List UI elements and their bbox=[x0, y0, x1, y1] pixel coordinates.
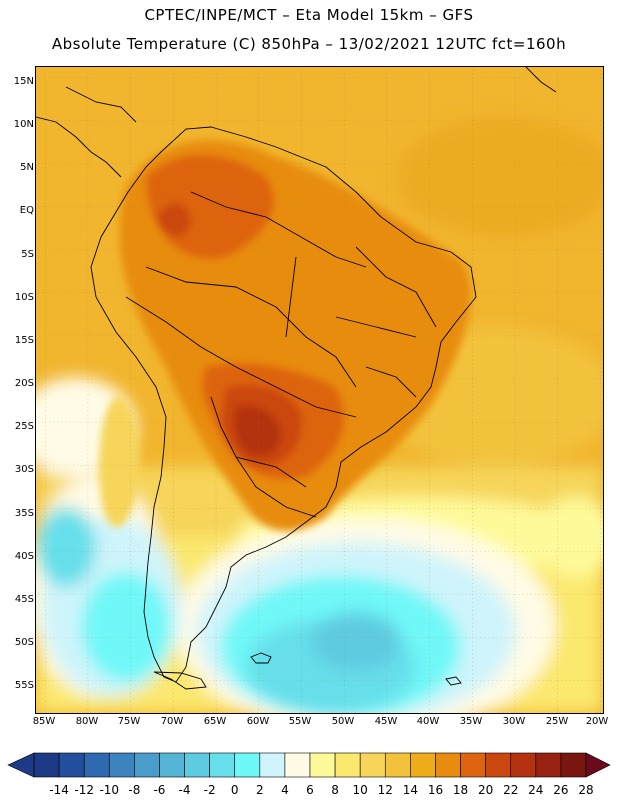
colorbar-cells bbox=[33, 752, 587, 778]
colorbar-cell bbox=[33, 752, 60, 778]
lon-label: 65W bbox=[203, 716, 227, 727]
lon-label: 50W bbox=[331, 716, 355, 727]
colorbar-svg bbox=[7, 752, 611, 778]
lat-label: 35S bbox=[14, 508, 34, 519]
colorbar-cell bbox=[560, 752, 587, 778]
colorbar-cell bbox=[410, 752, 436, 778]
lat-label: 5N bbox=[20, 162, 34, 173]
colorbar-cell bbox=[108, 752, 135, 778]
lon-label: 70W bbox=[160, 716, 184, 727]
lon-label: 40W bbox=[416, 716, 440, 727]
colorbar-min-arrow bbox=[7, 752, 35, 778]
lon-label: 45W bbox=[374, 716, 398, 727]
latlon-grid bbox=[36, 67, 603, 713]
lat-label: 10N bbox=[13, 119, 34, 130]
colorbar-tick-label: -14 bbox=[49, 783, 69, 797]
lat-label: EQ bbox=[19, 205, 34, 216]
colorbar-cell bbox=[384, 752, 411, 778]
lon-label: 80W bbox=[75, 716, 99, 727]
colorbar-cell bbox=[535, 752, 562, 778]
colorbar-tick-label: -4 bbox=[178, 783, 191, 797]
colorbar bbox=[0, 748, 618, 782]
colorbar-tick-label: 12 bbox=[377, 783, 393, 797]
colorbar-tick-label: 22 bbox=[503, 783, 519, 797]
colorbar-tick-label: 24 bbox=[528, 783, 544, 797]
colorbar-cell bbox=[259, 752, 286, 778]
lon-label: 75W bbox=[117, 716, 141, 727]
lon-label: 35W bbox=[459, 716, 483, 727]
colorbar-tick-label: -2 bbox=[203, 783, 216, 797]
lat-label: 50S bbox=[14, 637, 34, 648]
lat-label: 5S bbox=[21, 249, 34, 260]
colorbar-tick-label: 20 bbox=[477, 783, 494, 797]
colorbar-tick-label: 0 bbox=[230, 783, 239, 797]
colorbar-tick-label: 6 bbox=[306, 783, 314, 797]
colorbar-cell bbox=[159, 752, 185, 778]
map-canvas bbox=[36, 67, 603, 713]
colorbar-tick-label: 4 bbox=[281, 783, 289, 797]
colorbar-tick-label: -8 bbox=[128, 783, 141, 797]
lat-label: 40S bbox=[14, 551, 34, 562]
colorbar-tick-label: 16 bbox=[427, 783, 444, 797]
colorbar-tick-label: -6 bbox=[153, 783, 166, 797]
colorbar-cell bbox=[510, 752, 537, 778]
colorbar-tick-label: 26 bbox=[553, 783, 569, 797]
chart-subtitle: Absolute Temperature (C) 850hPa – 13/02/… bbox=[51, 35, 567, 53]
colorbar-cell bbox=[460, 752, 486, 778]
colorbar-cell bbox=[485, 752, 512, 778]
colorbar-max-arrow bbox=[585, 752, 611, 778]
colorbar-tick-label: -12 bbox=[74, 783, 94, 797]
lon-label: 25W bbox=[545, 716, 569, 727]
lat-label: 45S bbox=[14, 594, 34, 605]
colorbar-cell bbox=[209, 752, 236, 778]
colorbar-tick-label: 18 bbox=[452, 783, 469, 797]
colorbar-cell bbox=[58, 752, 85, 778]
lon-label: 30W bbox=[502, 716, 526, 727]
colorbar-tick-label: -10 bbox=[99, 783, 120, 797]
colorbar-tick-label: 10 bbox=[352, 783, 368, 797]
chart-title: CPTEC/INPE/MCT – Eta Model 15km – GFS bbox=[144, 6, 474, 24]
lat-label: 30S bbox=[14, 464, 34, 475]
colorbar-tick-label: 2 bbox=[255, 783, 264, 797]
colorbar-cell bbox=[184, 752, 210, 778]
lon-label: 55W bbox=[288, 716, 312, 727]
colorbar-cell bbox=[83, 752, 110, 778]
colorbar-cell bbox=[134, 752, 160, 778]
colorbar-tick-label: 8 bbox=[331, 783, 339, 797]
lon-label: 60W bbox=[246, 716, 270, 727]
lat-label: 55S bbox=[14, 680, 34, 691]
colorbar-cell bbox=[234, 752, 261, 778]
colorbar-tick-label: 14 bbox=[402, 783, 418, 797]
lon-label: 20W bbox=[585, 716, 609, 727]
colorbar-cell bbox=[334, 752, 361, 778]
colorbar-cell bbox=[435, 752, 461, 778]
lon-label: 85W bbox=[32, 716, 56, 727]
temperature-map bbox=[35, 66, 604, 714]
lat-label: 15S bbox=[14, 335, 34, 346]
lat-label: 15N bbox=[13, 76, 34, 87]
lat-label: 20S bbox=[14, 378, 34, 389]
colorbar-cell bbox=[309, 752, 336, 778]
colorbar-cell bbox=[284, 752, 311, 778]
lat-label: 25S bbox=[14, 421, 34, 432]
lat-label: 10S bbox=[14, 292, 34, 303]
colorbar-tick-label: 28 bbox=[578, 783, 594, 797]
colorbar-cell bbox=[359, 752, 386, 778]
